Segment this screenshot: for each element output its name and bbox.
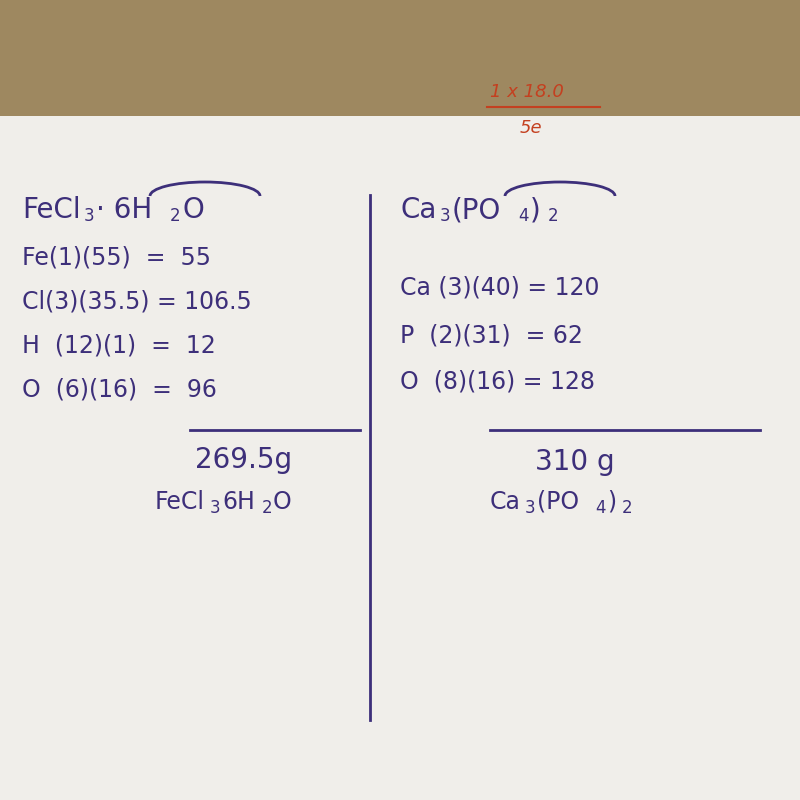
Text: (PO: (PO [452, 196, 502, 224]
Text: Ca (3)(40) = 120: Ca (3)(40) = 120 [400, 276, 599, 300]
Text: 3: 3 [84, 207, 94, 225]
Text: ): ) [530, 196, 541, 224]
Text: 2: 2 [622, 499, 633, 517]
Text: 2: 2 [548, 207, 558, 225]
Bar [0, 116, 800, 800]
Text: O  (8)(16) = 128: O (8)(16) = 128 [400, 370, 595, 394]
Text: P  (2)(31)  = 62: P (2)(31) = 62 [400, 324, 583, 348]
Text: 5e: 5e [520, 119, 542, 137]
Text: FeCl: FeCl [22, 196, 81, 224]
Text: O  (6)(16)  =  96: O (6)(16) = 96 [22, 378, 217, 402]
Text: 4: 4 [518, 207, 529, 225]
Text: H  (12)(1)  =  12: H (12)(1) = 12 [22, 334, 216, 358]
Text: 2: 2 [262, 499, 273, 517]
Text: · 6H: · 6H [96, 196, 152, 224]
Text: 1 x 18.0: 1 x 18.0 [490, 83, 564, 101]
Text: FeCl: FeCl [155, 490, 205, 514]
Text: 310 g: 310 g [535, 448, 614, 476]
Text: ): ) [607, 490, 616, 514]
Text: 269.5g: 269.5g [195, 446, 292, 474]
Text: 2: 2 [170, 207, 181, 225]
Text: 6H: 6H [222, 490, 255, 514]
Text: Cl(3)(35.5) = 106.5: Cl(3)(35.5) = 106.5 [22, 290, 252, 314]
Text: 4: 4 [595, 499, 606, 517]
Text: (PO: (PO [537, 490, 579, 514]
Text: Ca: Ca [490, 490, 521, 514]
Text: O: O [273, 490, 292, 514]
Text: Fe(1)(55)  =  55: Fe(1)(55) = 55 [22, 246, 211, 270]
Text: Ca: Ca [400, 196, 436, 224]
Text: O: O [182, 196, 204, 224]
Text: 3: 3 [525, 499, 536, 517]
Text: 3: 3 [210, 499, 221, 517]
Text: 3: 3 [440, 207, 450, 225]
